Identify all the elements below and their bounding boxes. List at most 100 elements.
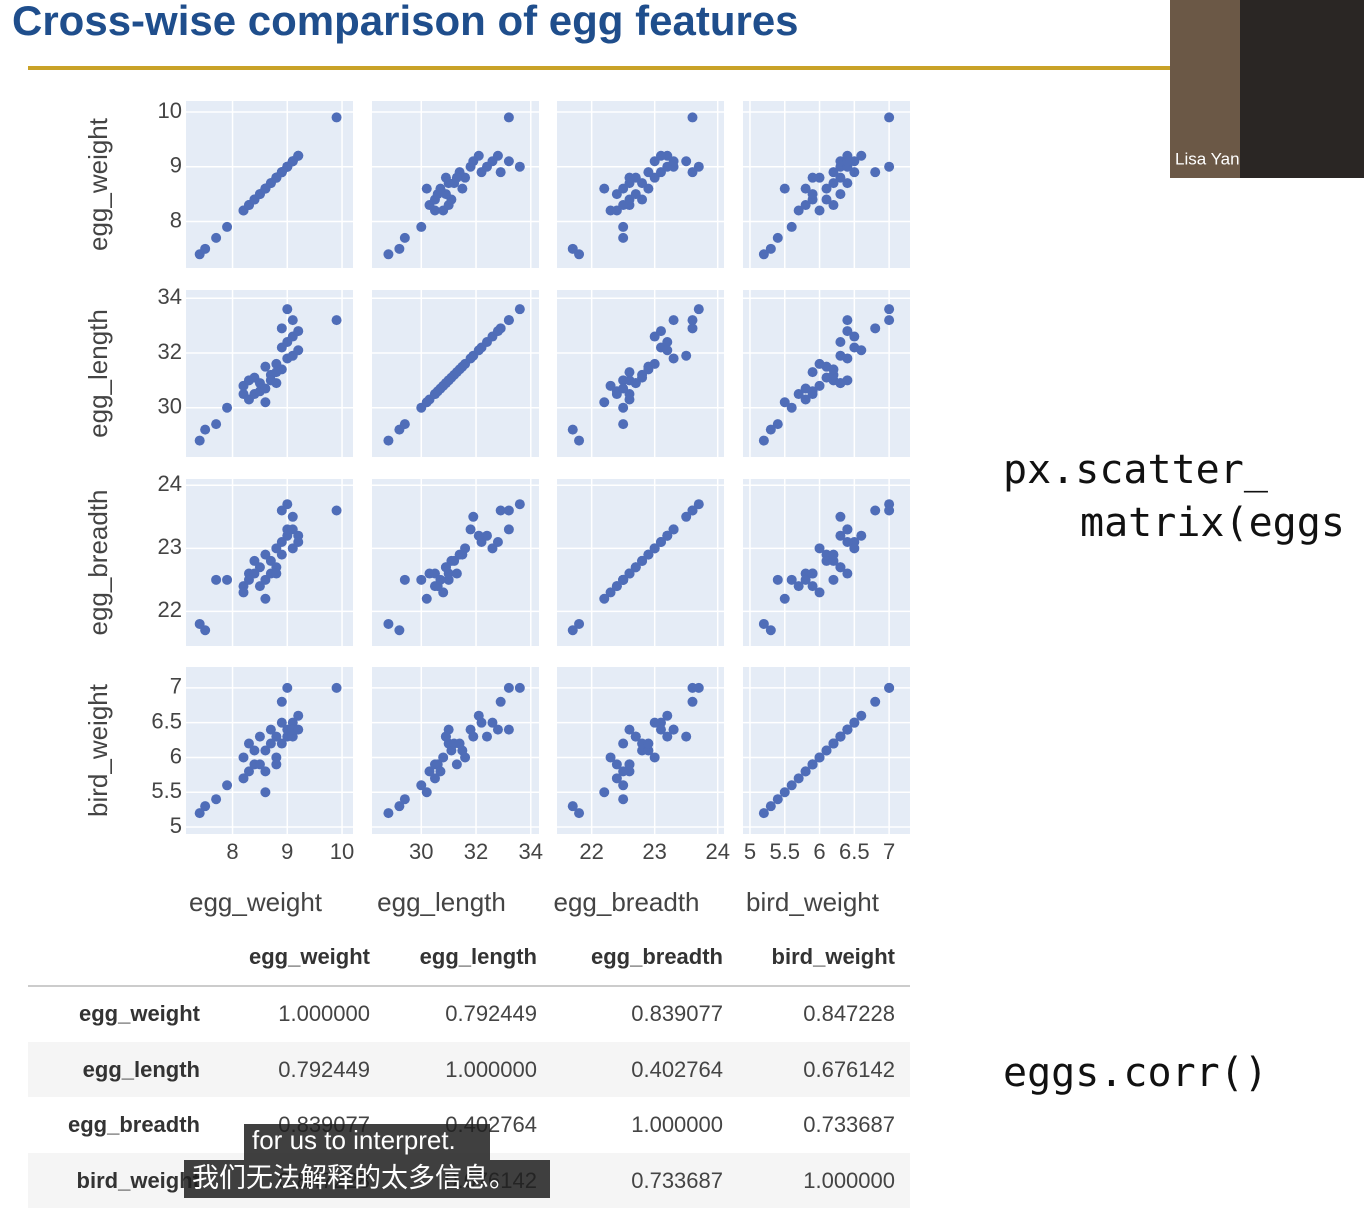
point [481,530,492,541]
point [772,794,783,805]
point [643,738,654,749]
point [828,200,839,211]
point [814,587,825,598]
x-tick-label: 22 [579,839,603,864]
point [293,537,304,548]
point [800,574,811,585]
point [260,383,271,394]
point [870,696,881,707]
point [282,682,293,693]
point [630,731,641,742]
point [271,731,282,742]
point [194,435,205,446]
y-axis-label: egg_weight [83,117,113,251]
y-axis-label: egg_breadth [83,489,113,635]
point [637,555,648,566]
point [260,183,271,194]
point [200,801,211,812]
point [856,345,867,356]
point [828,364,839,375]
point [574,435,585,446]
point [271,367,282,378]
y-tick-label: 5.5 [151,778,182,803]
point [870,167,881,178]
point [693,499,704,510]
point [618,383,629,394]
table-cell: 0.733687 [631,1168,723,1193]
point [503,724,514,735]
point [468,511,479,522]
point [835,156,846,167]
x-axis-label: bird_weight [746,887,880,917]
y-tick-label: 32 [158,339,182,364]
point [211,232,222,243]
point [856,150,867,161]
point [276,738,287,749]
point [276,505,287,516]
table-cell: 1.000000 [803,1168,895,1193]
point [503,505,514,516]
x-tick-label: 5.5 [769,839,800,864]
point [331,682,342,693]
point [681,511,692,522]
point [793,389,804,400]
point [643,167,654,178]
point [599,787,610,798]
point [503,112,514,123]
point [421,183,432,194]
x-axis-label: egg_weight [189,887,323,917]
point [884,304,895,315]
point [687,112,698,123]
point [222,780,233,791]
point [200,424,211,435]
point [786,574,797,585]
point [271,568,282,579]
point [687,505,698,516]
point [814,205,825,216]
point [276,323,287,334]
point [454,549,465,560]
point [567,243,578,254]
point [460,752,471,763]
point [435,766,446,777]
point [618,794,629,805]
y-tick-label: 24 [158,471,182,496]
code-line: px.scatter_ [1003,447,1269,493]
point [793,205,804,216]
point [238,587,249,598]
point [282,304,293,315]
webcam: Lisa Yan [1170,0,1364,178]
point [383,435,394,446]
point [440,731,451,742]
point [655,326,666,337]
point [793,773,804,784]
point [618,780,629,791]
point [451,759,462,770]
point [681,156,692,167]
table-cell: 0.792449 [445,1001,537,1026]
point [835,731,846,742]
point [807,759,818,770]
point [618,766,629,777]
point [765,243,776,254]
point [421,397,432,408]
y-tick-label: 6 [170,743,182,768]
table-cell: 0.847228 [803,1001,895,1026]
y-tick-label: 22 [158,597,182,622]
point [828,549,839,560]
webcam-name: Lisa Yan [1175,149,1240,168]
point [331,505,342,516]
point [884,112,895,123]
table-cell: 1.000000 [445,1057,537,1082]
point [828,574,839,585]
point [668,353,679,364]
point [473,345,484,356]
point [383,249,394,260]
point [662,337,673,348]
scatter-matrix: 8 8 9 9 10 10 egg_weight egg_weight 30 30 32 32 34 34… [83,98,910,917]
point [440,378,451,389]
point [383,808,394,819]
point [649,717,660,728]
point [758,808,769,819]
point [842,724,853,735]
